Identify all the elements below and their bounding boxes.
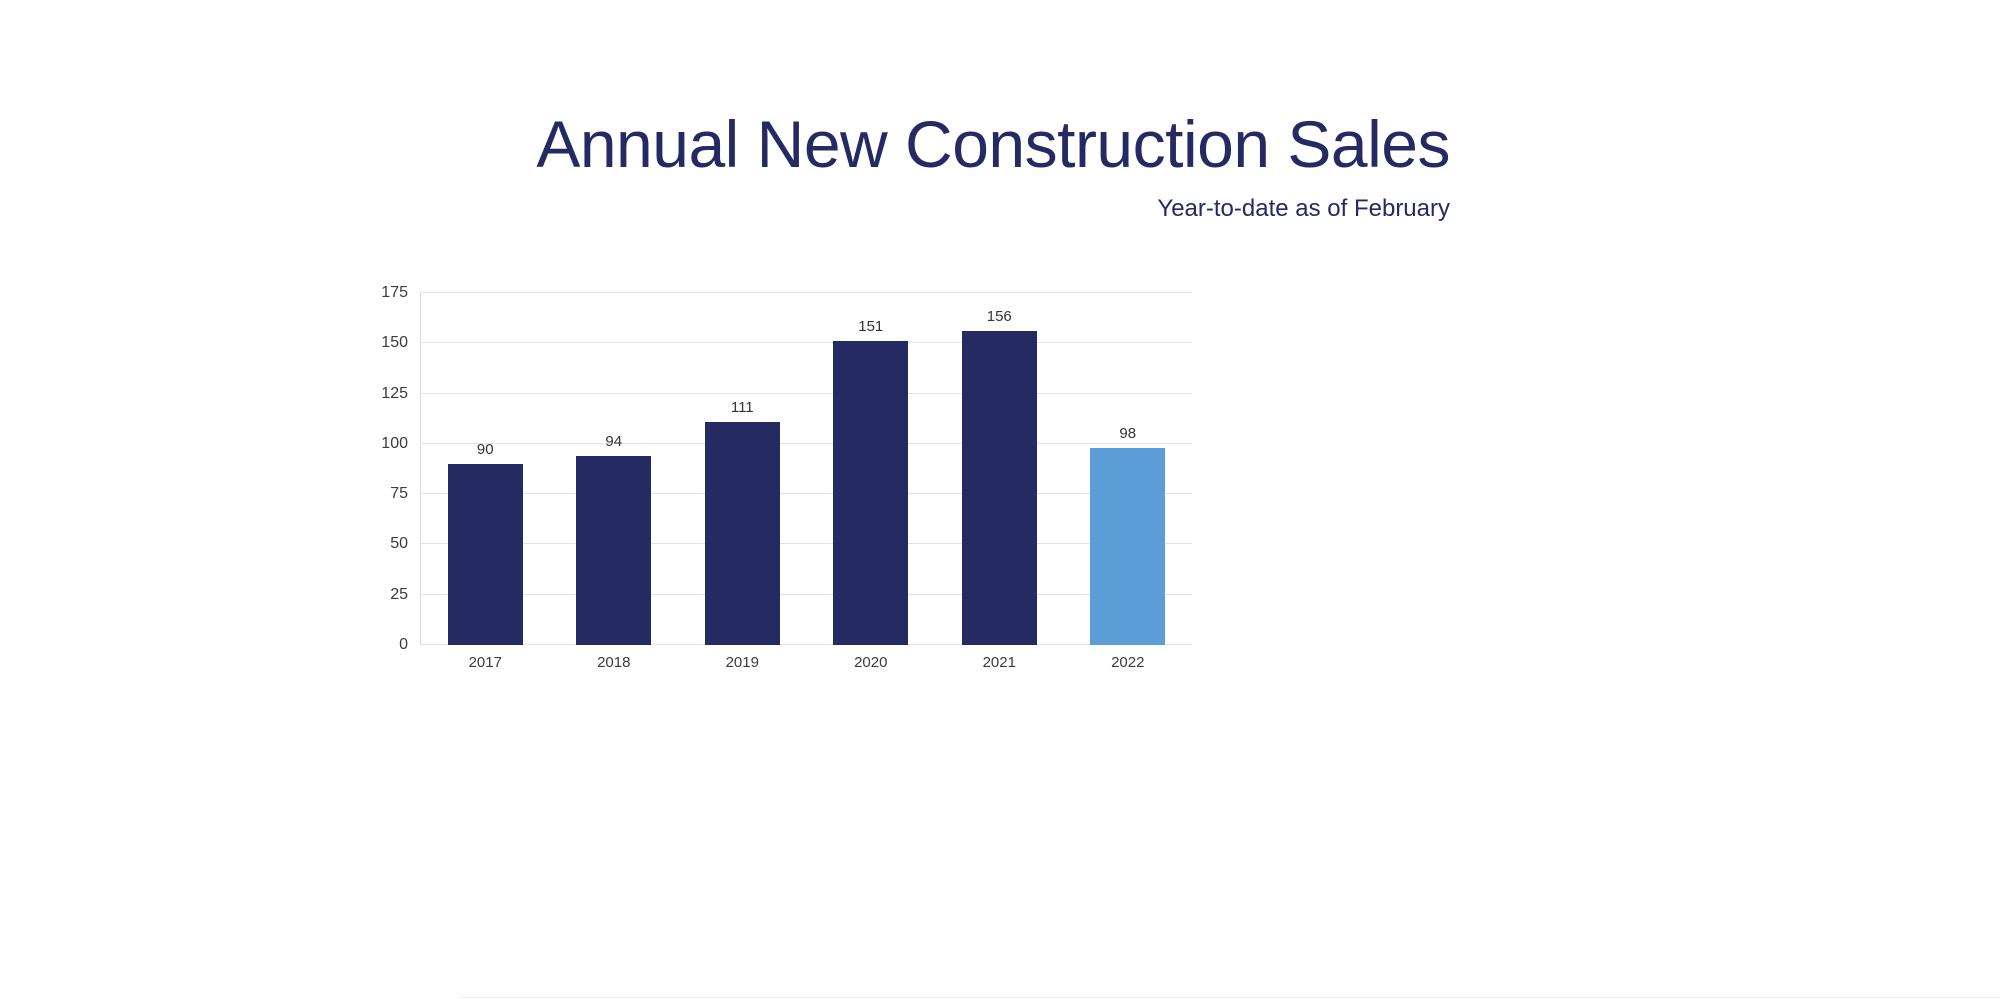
x-tick-label: 2017 [468,654,502,671]
bar-value-label: 111 [730,398,754,416]
y-tick-label: 25 [390,585,408,603]
bar-value-label: 151 [858,318,884,336]
bars-row: 90 2017 94 2018 111 2019 151 2020 156 2021 98 2022 [421,293,1193,670]
bar-slot-2022: 98 2022 [1064,293,1193,670]
bar-2020 [833,341,909,645]
bar-2022 [1090,447,1166,645]
y-tick-label: 100 [381,434,408,452]
chart-title: Annual New Construction Sales [536,107,1450,181]
y-tick-label: 175 [381,284,408,301]
bar-slot-2019: 111 2019 [678,293,807,670]
gridline [421,644,1192,645]
bar-slot-2021: 156 2021 [935,293,1064,670]
bar-value-label: 90 [476,440,494,458]
x-tick-label: 2021 [982,654,1016,671]
y-tick-label: 50 [390,535,408,553]
bar-2019 [704,421,780,645]
x-tick-label: 2018 [597,654,631,671]
y-tick-label: 0 [399,636,408,653]
bar-chart: 0 25 50 75 100 125 150 175 90 2017 94 2018 111 2019 1… [0,285,2000,670]
bottom-edge-line [460,997,2000,998]
bar-slot-2018: 94 2018 [550,293,679,670]
bar-value-label: 98 [1119,424,1137,442]
gridline [421,292,1192,293]
bar-2021 [961,331,1037,645]
gridline [421,442,1192,444]
title-block: Annual New Construction Sales Year-to-da… [250,108,1450,223]
gridline [421,342,1192,344]
gridline [421,543,1192,545]
bar-2017 [447,463,523,645]
y-tick-label: 75 [390,485,408,503]
bar-slot-2020: 151 2020 [807,293,936,670]
bar-slot-2017: 90 2017 [421,293,550,670]
y-tick-label: 150 [381,334,408,352]
plot-area: 90 2017 94 2018 111 2019 151 2020 156 2021 98 2022 [420,292,1193,670]
x-tick-label: 2019 [725,654,759,671]
bar-value-label: 156 [986,308,1012,326]
gridline [421,493,1192,495]
x-tick-label: 2022 [1111,654,1145,671]
gridline [421,593,1192,595]
bar-value-label: 94 [605,432,623,450]
chart-subtitle: Year-to-date as of February [1157,194,1450,222]
gridline [421,392,1192,394]
y-tick-label: 125 [381,384,408,402]
y-axis-labels: 0 25 50 75 100 125 150 175 [0,285,408,653]
bar-2018 [576,455,652,645]
x-tick-label: 2020 [854,654,888,671]
